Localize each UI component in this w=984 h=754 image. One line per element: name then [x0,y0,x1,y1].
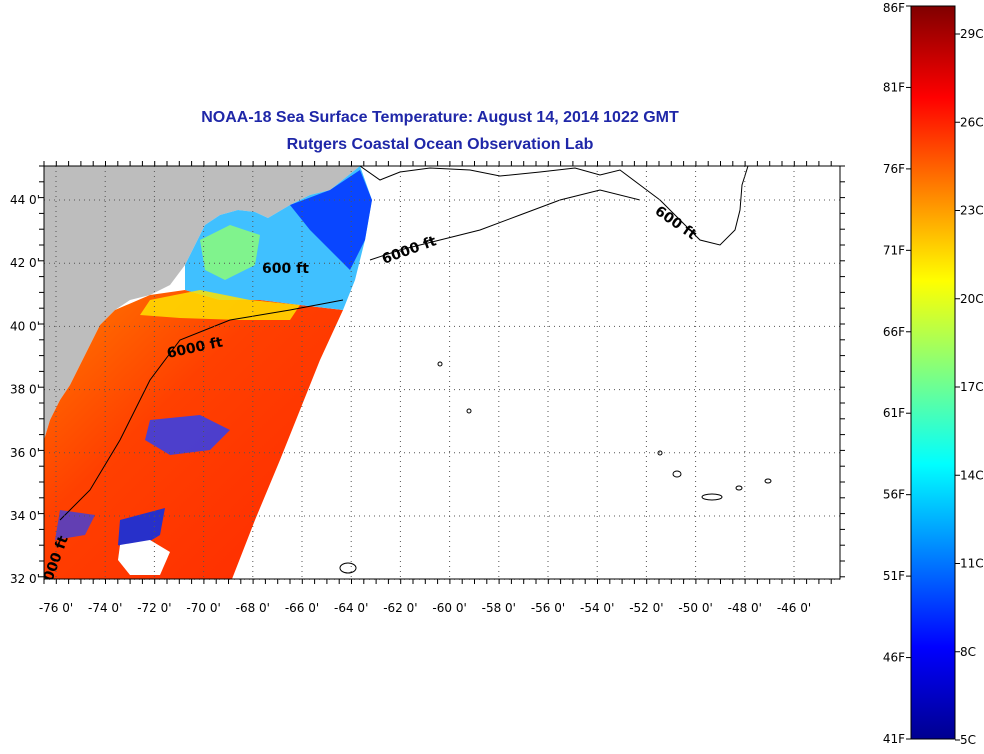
coastline-east [359,166,749,246]
colorbar-c-label: 8C [960,645,976,659]
colorbar-f-label: 61F [883,406,905,420]
colorbar [910,5,956,740]
lat-tick-label: 42 0' [10,256,40,270]
colorbar-f-label: 66F [883,325,905,339]
lon-tick-label: -50 0' [678,601,712,615]
chart-title: NOAA-18 Sea Surface Temperature: August … [201,109,679,126]
colorbar-c-label: 29C [960,27,984,41]
colorbar-f-label: 46F [883,651,905,665]
lon-tick-label: -70 0' [186,601,220,615]
lon-tick-label: -72 0' [137,601,171,615]
lon-tick-label: -48 0' [728,601,762,615]
colorbar-c-label: 20C [960,292,984,306]
axes: -76 0' -74 0' -72 0' -70 0' -68 0' -66 0' -64 … [10,161,845,615]
lon-tick-label: -76 0' [39,601,73,615]
lat-tick-label: 34 0' [10,509,40,523]
colorbar-f-label: 56F [883,488,905,502]
colorbar-c-label: 14C [960,468,984,482]
colorbar-c-label: 23C [960,204,984,218]
colorbar-c-label: 5C [960,733,976,747]
colorbar-c-label: 26C [960,115,984,129]
colorbar-c-label: 11C [960,557,984,571]
contour-label-600ft-a: 600 ft [262,261,309,277]
chart-subtitle: Rutgers Coastal Ocean Observation Lab [286,136,594,153]
lat-tick-label: 36 0' [10,446,40,460]
colorbar-ticks: 86F 81F 76F 71F 66F 61F 56F 51F 46F 41F 29C 26C 23C 2… [883,1,984,747]
lon-tick-label: -60 0' [432,601,466,615]
colorbar-c-label: 17C [960,380,984,394]
colorbar-f-label: 41F [883,732,905,746]
lat-tick-label: 38 0' [10,383,40,397]
lon-tick-label: -46 0' [777,601,811,615]
colorbar-f-label: 86F [883,1,905,15]
colorbar-f-label: 81F [883,80,905,94]
lon-tick-label: -62 0' [383,601,417,615]
colorbar-f-label: 71F [883,243,905,257]
lon-tick-label: -74 0' [88,601,122,615]
lon-tick-label: -68 0' [236,601,270,615]
lat-tick-label: 44 0' [10,193,40,207]
lon-tick-label: -66 0' [285,601,319,615]
lon-tick-label: -58 0' [482,601,516,615]
colorbar-f-label: 51F [883,569,905,583]
land-mass [44,166,360,440]
lat-tick-label: 32 0' [10,572,40,586]
lon-tick-label: -64 0' [334,601,368,615]
plot-frame [43,165,841,580]
lon-tick-label: -54 0' [580,601,614,615]
lat-tick-label: 40 0' [10,319,40,333]
colorbar-f-label: 76F [883,162,905,176]
lon-tick-label: -52 0' [629,601,663,615]
plot-area: 600 ft 6000 ft 6000 ft 600 ft 000 ft [44,166,840,579]
lon-tick-label: -56 0' [531,601,565,615]
